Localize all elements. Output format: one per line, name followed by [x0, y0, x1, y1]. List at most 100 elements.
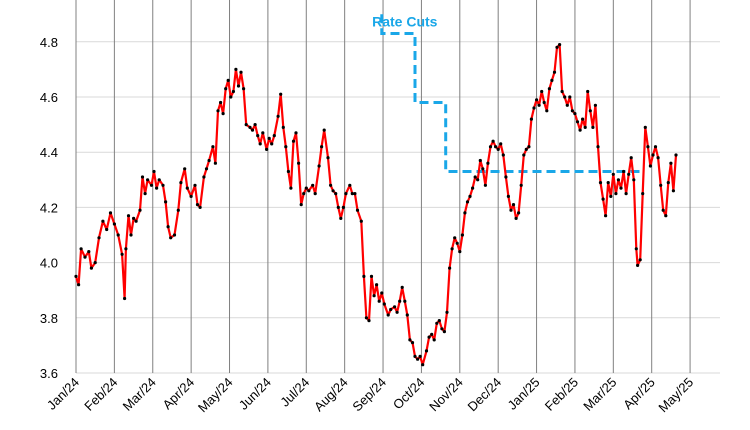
data-point-88 [331, 189, 335, 193]
x-tick-label: Jul/24 [277, 375, 312, 410]
data-point-32 [172, 233, 177, 237]
data-point-33 [176, 208, 180, 212]
data-point-152 [501, 153, 505, 157]
data-point-208 [643, 125, 647, 129]
data-point-59 [250, 128, 255, 132]
data-point-0 [74, 274, 78, 278]
data-point-1 [77, 283, 81, 287]
data-point-15 [124, 247, 128, 251]
data-point-183 [581, 117, 585, 121]
data-point-39 [195, 203, 200, 207]
data-point-167 [540, 89, 544, 94]
data-point-66 [270, 142, 274, 146]
yield-series-line [74, 43, 678, 366]
data-point-78 [302, 192, 306, 196]
data-point-148 [491, 139, 495, 143]
data-point-175 [560, 89, 564, 94]
data-point-121 [421, 363, 425, 367]
data-point-202 [629, 156, 633, 160]
data-point-76 [297, 161, 301, 165]
data-point-109 [389, 307, 393, 312]
data-point-196 [614, 192, 618, 196]
data-point-180 [573, 112, 577, 116]
data-point-44 [211, 145, 215, 149]
data-point-50 [226, 78, 230, 82]
data-point-57 [244, 123, 248, 127]
data-point-48 [221, 112, 225, 116]
y-tick-label: 4.4 [40, 145, 58, 160]
data-point-136 [460, 233, 464, 237]
data-point-26 [155, 186, 159, 190]
data-point-64 [265, 147, 269, 151]
data-point-67 [272, 134, 276, 138]
data-point-114 [403, 299, 407, 303]
data-point-132 [450, 247, 454, 251]
data-point-41 [202, 175, 206, 179]
data-point-140 [471, 186, 475, 190]
data-point-51 [229, 95, 233, 99]
data-point-190 [598, 181, 603, 185]
data-point-201 [627, 172, 631, 176]
data-point-79 [304, 186, 308, 190]
x-tick-label: Dec/24 [465, 375, 505, 415]
data-point-173 [555, 45, 559, 49]
data-point-69 [279, 92, 283, 96]
data-point-219 [671, 189, 676, 193]
data-point-36 [185, 186, 189, 190]
data-point-203 [632, 178, 636, 182]
data-point-72 [286, 169, 290, 174]
x-tick-label: May/24 [195, 375, 236, 416]
data-point-52 [231, 89, 235, 94]
y-tick-label: 4.2 [40, 200, 58, 215]
data-point-20 [138, 208, 142, 212]
data-point-220 [674, 153, 678, 157]
data-point-60 [253, 123, 257, 127]
data-point-113 [400, 285, 404, 289]
data-point-191 [601, 197, 605, 201]
data-point-134 [455, 241, 459, 245]
data-point-172 [552, 70, 557, 74]
data-point-22 [143, 192, 147, 196]
data-point-103 [372, 294, 376, 298]
data-point-21 [140, 175, 145, 179]
y-axis-tick-labels: 3.6 3.8 4.0 4.2 4.4 4.6 4.8 [40, 35, 58, 381]
data-point-35 [183, 167, 187, 171]
data-point-137 [463, 211, 467, 215]
data-point-53 [234, 67, 238, 71]
data-point-217 [666, 181, 670, 185]
data-point-110 [393, 305, 397, 309]
data-point-174 [558, 43, 562, 47]
data-point-117 [410, 341, 415, 345]
data-point-144 [481, 167, 485, 171]
data-point-118 [413, 354, 417, 358]
data-point-75 [294, 131, 298, 135]
data-point-68 [276, 114, 280, 118]
data-point-218 [669, 161, 673, 165]
data-point-4 [87, 250, 91, 254]
data-point-176 [563, 95, 567, 99]
data-point-206 [638, 258, 642, 262]
data-point-71 [284, 145, 288, 149]
data-point-166 [537, 103, 541, 107]
data-point-189 [596, 145, 600, 149]
data-point-29 [164, 200, 168, 204]
data-point-123 [427, 335, 431, 339]
data-point-146 [486, 161, 490, 165]
data-point-28 [161, 183, 165, 187]
data-point-98 [359, 219, 363, 223]
data-point-139 [468, 194, 472, 198]
annotations: Rate Cuts [372, 14, 438, 30]
data-point-99 [362, 274, 366, 278]
data-point-83 [317, 164, 321, 168]
data-point-100 [364, 316, 368, 320]
data-point-170 [547, 87, 552, 91]
data-point-210 [648, 164, 653, 168]
data-point-209 [646, 145, 650, 149]
data-point-179 [570, 109, 575, 113]
data-point-213 [656, 156, 660, 160]
data-point-158 [517, 211, 521, 215]
data-point-187 [591, 125, 595, 129]
data-point-49 [224, 87, 228, 91]
